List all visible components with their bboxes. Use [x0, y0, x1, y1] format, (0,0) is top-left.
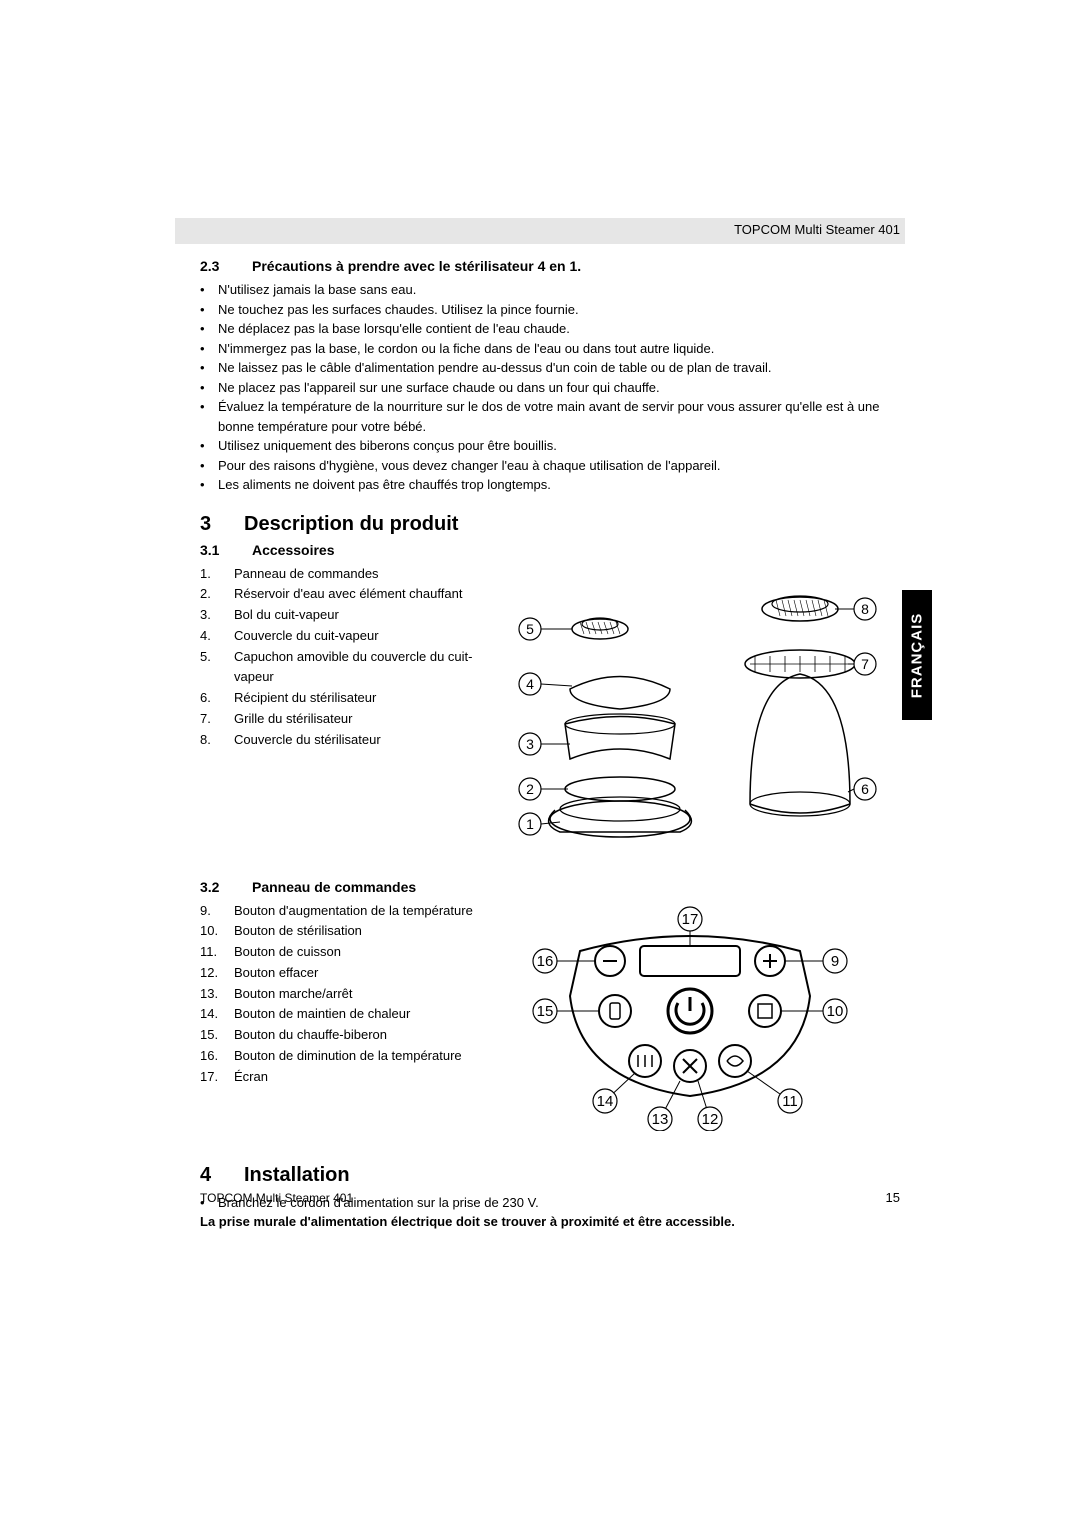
- sec4-note: La prise murale d'alimentation électriqu…: [200, 1214, 880, 1229]
- control-panel-diagram: 17 16 9 15 10 14 13 12 11: [500, 901, 880, 1131]
- svg-text:15: 15: [537, 1003, 554, 1020]
- language-tab: FRANÇAIS: [902, 590, 932, 720]
- svg-text:2: 2: [526, 781, 534, 797]
- sec23-item: Les aliments ne doivent pas être chauffé…: [200, 475, 880, 495]
- svg-text:16: 16: [537, 953, 554, 970]
- sec31-item: 2.Réservoir d'eau avec élément chauffant: [200, 584, 480, 605]
- svg-text:11: 11: [782, 1093, 798, 1110]
- header-product: TOPCOM Multi Steamer 401: [734, 222, 900, 237]
- sec32-item: 15.Bouton du chauffe-biberon: [200, 1025, 480, 1046]
- sec31-num: 3.1: [200, 542, 228, 558]
- svg-text:17: 17: [682, 911, 699, 928]
- sec23-item: Ne touchez pas les surfaces chaudes. Uti…: [200, 300, 880, 320]
- sec23-item: Évaluez la température de la nourriture …: [200, 397, 880, 436]
- sec32-item: 17.Écran: [200, 1067, 480, 1088]
- sec32-item: 14.Bouton de maintien de chaleur: [200, 1004, 480, 1025]
- sec31-list: 1.Panneau de commandes2.Réservoir d'eau …: [200, 564, 480, 751]
- sec31-item: 4.Couvercle du cuit-vapeur: [200, 626, 480, 647]
- svg-text:12: 12: [702, 1111, 719, 1128]
- sec23-item: Ne déplacez pas la base lorsqu'elle cont…: [200, 319, 880, 339]
- sec3-num: 3: [200, 513, 222, 536]
- svg-text:9: 9: [831, 953, 839, 970]
- svg-text:1: 1: [526, 816, 534, 832]
- footer-page: 15: [886, 1190, 900, 1205]
- svg-text:14: 14: [597, 1093, 614, 1110]
- language-tab-text: FRANÇAIS: [909, 612, 926, 698]
- sec31-item: 7.Grille du stérilisateur: [200, 709, 480, 730]
- sec23-title: Précautions à prendre avec le stérilisat…: [252, 258, 581, 274]
- sec31-title: Accessoires: [252, 542, 335, 558]
- svg-text:5: 5: [526, 621, 534, 637]
- svg-text:4: 4: [526, 676, 534, 692]
- sec32-item: 11.Bouton de cuisson: [200, 942, 480, 963]
- svg-text:3: 3: [526, 736, 534, 752]
- sec4-num: 4: [200, 1164, 222, 1187]
- svg-text:13: 13: [652, 1111, 669, 1128]
- svg-text:7: 7: [861, 656, 869, 672]
- sec23-item: N'immergez pas la base, le cordon ou la …: [200, 339, 880, 359]
- sec32-item: 13.Bouton marche/arrêt: [200, 984, 480, 1005]
- sec3-title: Description du produit: [244, 513, 458, 536]
- sec31-item: 5.Capuchon amovible du couvercle du cuit…: [200, 647, 480, 689]
- sec32-title: Panneau de commandes: [252, 879, 416, 895]
- sec23-item: N'utilisez jamais la base sans eau.: [200, 280, 880, 300]
- svg-text:6: 6: [861, 781, 869, 797]
- svg-text:10: 10: [827, 1003, 844, 1020]
- sec32-item: 16.Bouton de diminution de la températur…: [200, 1046, 480, 1067]
- sec32-num: 3.2: [200, 879, 228, 895]
- sec31-item: 8.Couvercle du stérilisateur: [200, 730, 480, 751]
- sec23-item: Utilisez uniquement des biberons conçus …: [200, 436, 880, 456]
- sec32-list: 9.Bouton d'augmentation de la températur…: [200, 901, 480, 1088]
- sec23-num: 2.3: [200, 258, 228, 274]
- sec23-list: N'utilisez jamais la base sans eau.Ne to…: [200, 280, 880, 495]
- sec23-item: Ne placez pas l'appareil sur une surface…: [200, 378, 880, 398]
- footer-product: TOPCOM Multi Steamer 401: [200, 1191, 353, 1205]
- sec4-title: Installation: [244, 1164, 350, 1187]
- sec32-item: 12.Bouton effacer: [200, 963, 480, 984]
- sec32-item: 9.Bouton d'augmentation de la températur…: [200, 901, 480, 922]
- accessories-diagram: 5 4 3 2 1 8 7 6: [500, 564, 880, 844]
- sec23-item: Ne laissez pas le câble d'alimentation p…: [200, 358, 880, 378]
- sec31-item: 6.Récipient du stérilisateur: [200, 688, 480, 709]
- svg-text:8: 8: [861, 601, 869, 617]
- sec32-item: 10.Bouton de stérilisation: [200, 921, 480, 942]
- sec31-item: 3.Bol du cuit-vapeur: [200, 605, 480, 626]
- sec23-item: Pour des raisons d'hygiène, vous devez c…: [200, 456, 880, 476]
- sec31-item: 1.Panneau de commandes: [200, 564, 480, 585]
